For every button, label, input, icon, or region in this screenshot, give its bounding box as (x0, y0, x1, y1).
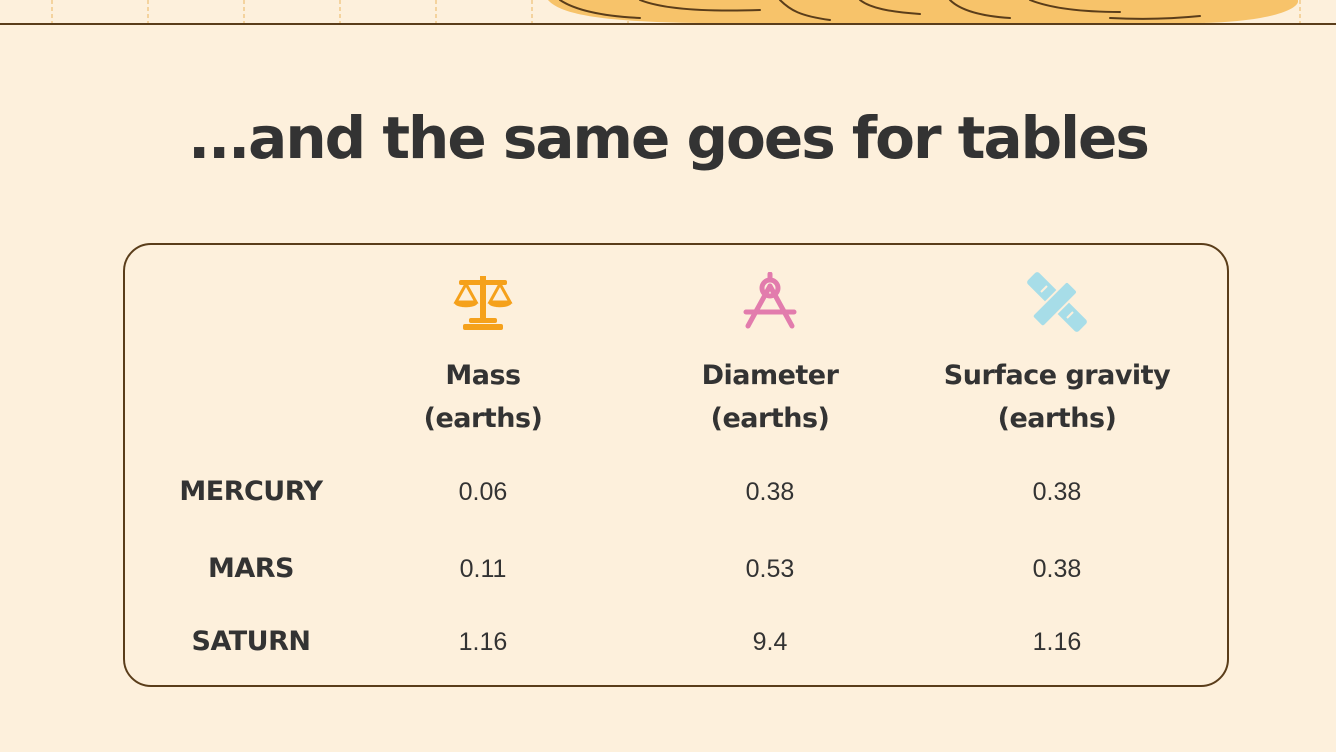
table-cell: 0.38 (1032, 478, 1082, 506)
table-cell: 1.16 (1032, 628, 1082, 656)
wood-slice-decoration (548, 0, 1298, 23)
column-header-line2: (earths) (710, 403, 830, 434)
pencil-ruler-icon (1027, 272, 1087, 332)
column-header-line2: (earths) (423, 403, 543, 434)
table-cell: 0.06 (458, 478, 508, 506)
row-label-mars: MARS (207, 553, 295, 584)
table-cell: 9.4 (752, 628, 788, 656)
table-cell: 0.38 (1032, 555, 1082, 583)
row-label-mercury: MERCURY (179, 476, 323, 507)
top-decoration (51, 0, 1301, 23)
table-frame (123, 243, 1229, 687)
column-header-surface-gravity: Surface gravity (earths) (917, 354, 1197, 440)
table-cell: 0.38 (745, 478, 795, 506)
table-cell: 1.16 (458, 628, 508, 656)
table-cell: 0.11 (459, 555, 507, 583)
table-cell: 0.53 (745, 555, 795, 583)
compass-icon (743, 272, 797, 329)
column-header-line1: Mass (445, 360, 521, 391)
column-header-line1: Surface gravity (943, 360, 1171, 391)
column-header-line2: (earths) (997, 403, 1117, 434)
top-divider (0, 23, 1336, 25)
row-label-saturn: SATURN (191, 626, 311, 657)
page-title: ...and the same goes for tables (188, 104, 1150, 172)
column-header-line1: Diameter (701, 360, 839, 391)
column-header-mass: Mass (earths) (343, 354, 623, 440)
scales-icon (453, 276, 513, 330)
column-header-diameter: Diameter (earths) (630, 354, 910, 440)
